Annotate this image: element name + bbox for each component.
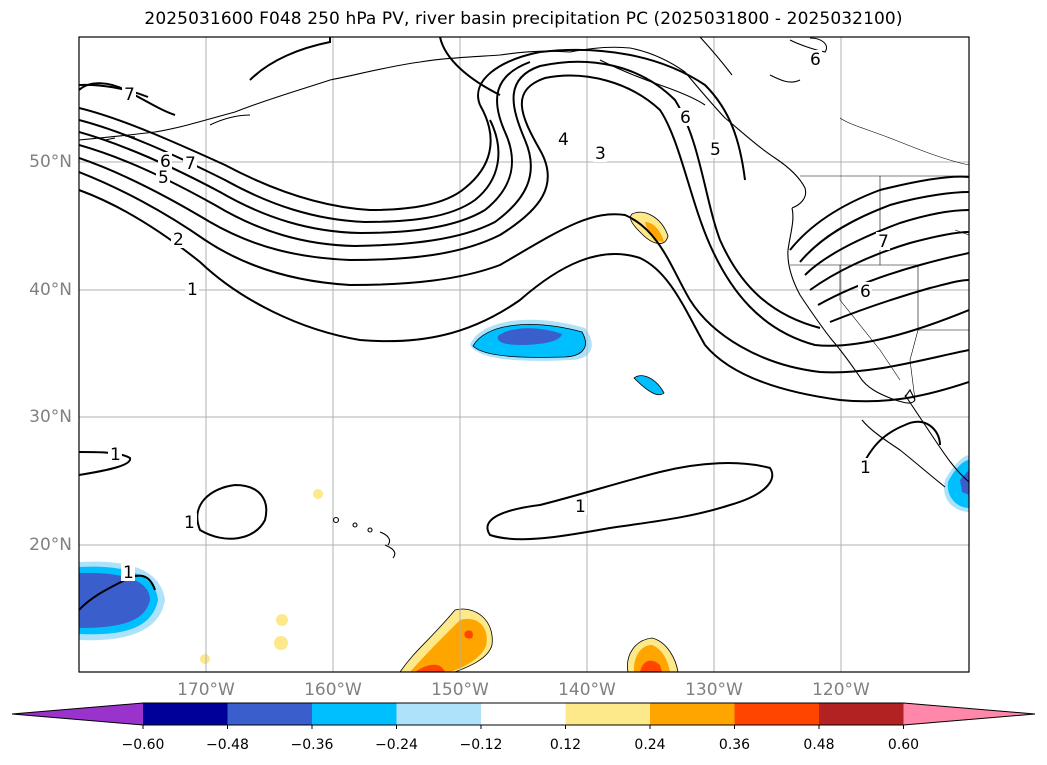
map-title: 2025031600 F048 250 hPa PV, river basin …: [144, 9, 903, 29]
contour-label-group: 1 1 1 1 1 1 2 3 4 5 5 6 6 6: [108, 50, 890, 583]
lon-label-150w: 150°W: [431, 680, 489, 700]
colorbar-bin-3: [312, 703, 397, 725]
lon-label-130w: 130°W: [685, 680, 743, 700]
colorbar-tick-label: −0.36: [290, 737, 334, 753]
colorbar-bin-6: [565, 703, 650, 725]
map-frame: [78, 36, 970, 673]
colorbar-tick-label: 0.36: [718, 737, 751, 753]
contour-label-1c: 1: [575, 497, 586, 517]
colorbar: [11, 702, 1036, 729]
lat-label-30: 30°N: [29, 407, 72, 427]
contour-label-7c: 7: [878, 232, 889, 252]
lon-label-160w: 160°W: [304, 680, 362, 700]
colorbar-bin-7: [650, 703, 735, 725]
colorbar-tick-label: −0.12: [459, 737, 503, 753]
lat-label-40: 40°N: [29, 280, 72, 300]
colorbar-bin-5: [481, 703, 566, 725]
lon-label-170w: 170°W: [177, 680, 235, 700]
contour-label-1e: 1: [123, 563, 134, 583]
colorbar-tick-label: −0.24: [375, 737, 418, 753]
contour-label-3: 3: [595, 144, 606, 164]
contour-label-2: 2: [173, 230, 184, 250]
contour-label-1a: 1: [110, 445, 121, 465]
precip-outlines: [399, 211, 679, 672]
colorbar-tick-label: 0.60: [887, 737, 920, 753]
contour-label-6d: 6: [680, 108, 691, 128]
contour-label-6a: 6: [160, 152, 171, 172]
lon-label-140w: 140°W: [558, 680, 616, 700]
contour-label-1d: 1: [860, 458, 871, 478]
colorbar-bin-9: [819, 703, 904, 725]
colorbar-tick-label: −0.48: [206, 737, 249, 753]
colorbar-tick-label: 0.24: [634, 737, 666, 753]
contour-label-1f: 1: [187, 280, 198, 300]
lon-label-120w: 120°W: [812, 680, 870, 700]
contour-label-1b: 1: [184, 513, 195, 533]
colorbar-extend-high: [903, 703, 1035, 725]
lat-label-20: 20°N: [29, 535, 72, 555]
colorbar-tick-label: −0.60: [121, 737, 165, 753]
colorbar-bin-8: [734, 703, 819, 725]
colorbar-bin-1: [143, 703, 228, 725]
contour-label-5a: 5: [158, 168, 169, 188]
colorbar-bin-2: [227, 703, 312, 725]
colorbar-extend-low: [12, 703, 143, 725]
contour-label-7a: 7: [185, 154, 196, 174]
borders: [790, 117, 969, 401]
colorbar-bin-4: [396, 703, 481, 725]
colorbar-tick-label: 0.48: [803, 737, 835, 753]
colorbar-tick-label: 0.12: [549, 737, 582, 753]
precip-shading: [79, 212, 969, 672]
contour-label-4: 4: [558, 130, 569, 150]
contour-label-7b: 7: [124, 85, 135, 105]
contour-label-6c: 6: [810, 50, 821, 70]
lat-label-50: 50°N: [29, 152, 72, 172]
precip-negative-small: [634, 375, 664, 395]
contour-label-5b: 5: [710, 140, 721, 160]
contour-label-6b: 6: [860, 282, 871, 302]
